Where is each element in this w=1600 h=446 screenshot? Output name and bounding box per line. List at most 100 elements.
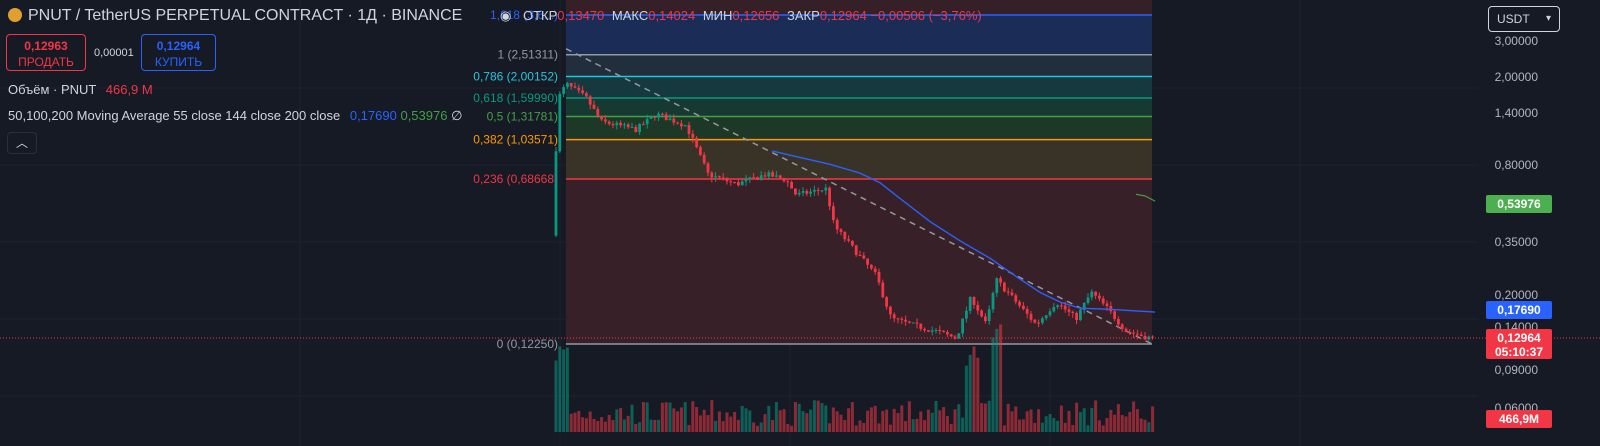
- candle-body: [881, 282, 885, 298]
- candle-body: [790, 181, 793, 189]
- volume-bar: [1109, 409, 1113, 432]
- volume-bar: [691, 401, 695, 432]
- volume-bar: [938, 410, 942, 432]
- volume-bar: [923, 420, 927, 432]
- candle-body: [585, 93, 588, 97]
- candle-body: [820, 190, 824, 192]
- candle-body: [718, 176, 721, 178]
- candle-body: [699, 147, 702, 155]
- spread-value: 0,00001: [94, 47, 134, 59]
- candle-body: [828, 187, 831, 207]
- candle-body: [687, 125, 691, 134]
- volume-bar: [660, 402, 664, 432]
- volume-legend[interactable]: Объём · PNUT 466,9 M: [8, 82, 153, 97]
- volume-bar: [717, 411, 721, 432]
- candle-body: [1029, 313, 1033, 320]
- currency-select[interactable]: USDT ▾: [1488, 6, 1560, 32]
- candle-body: [1132, 332, 1135, 334]
- collapse-legend-button[interactable]: ︿: [7, 132, 37, 154]
- volume-bar: [915, 418, 919, 432]
- candle-body: [767, 172, 771, 177]
- candle-body: [885, 297, 888, 307]
- volume-bar: [653, 419, 657, 432]
- candle-body: [775, 175, 778, 177]
- candle-body: [588, 96, 592, 105]
- volume-bar: [1052, 418, 1056, 432]
- candle-body: [657, 113, 660, 118]
- candle-body: [1147, 336, 1151, 340]
- last-price-badge-box: [1486, 329, 1552, 359]
- low-value: 0,12656: [732, 8, 780, 23]
- price-tick-label: 0,80000: [1495, 158, 1539, 172]
- fibonacci-retracement[interactable]: 1,618 (3,6...) 1 (2,51311) 0,786 (2,00152)…: [473, 0, 1153, 351]
- volume-bar: [581, 417, 585, 432]
- ma-legend-value-2: 0,53976: [400, 108, 448, 123]
- candle-body: [862, 255, 866, 259]
- candle-body: [794, 188, 797, 195]
- candle-body: [649, 116, 653, 119]
- candle-body: [816, 189, 820, 191]
- candle-body: [759, 175, 763, 180]
- volume-bar: [619, 408, 623, 432]
- candle-body: [858, 254, 862, 256]
- candle-body: [1094, 291, 1097, 296]
- ma-legend-value-3: ∅: [451, 108, 463, 123]
- candle-body: [900, 318, 904, 320]
- candle-body: [801, 191, 805, 193]
- fib-label: 0,618 (1,59990): [473, 91, 558, 105]
- candle-body: [987, 309, 991, 322]
- indicator-status-icon: ◉: [500, 8, 512, 23]
- volume-bar: [657, 419, 661, 432]
- candle-body: [908, 321, 911, 323]
- volume-bar: [596, 420, 600, 432]
- volume-bar: [1124, 416, 1128, 432]
- volume-bar: [930, 412, 934, 432]
- candle-body: [851, 240, 854, 246]
- volume-bar: [1040, 422, 1044, 432]
- candle-body: [839, 229, 843, 232]
- candle-body: [866, 258, 869, 265]
- candle-body: [1117, 319, 1120, 325]
- fib-band: [566, 54, 1152, 77]
- candle-body: [634, 126, 638, 132]
- open-label: ОТКР: [522, 8, 558, 23]
- candle-body: [577, 87, 581, 91]
- sell-button[interactable]: 0,12963 ПРОДАТЬ: [6, 34, 86, 71]
- buy-button[interactable]: 0,12964 КУПИТЬ: [141, 34, 216, 71]
- ohlc-legend: ◉ ОТКР0,13470 МАКС0,14024 МИН0,12656 ЗАК…: [500, 8, 982, 24]
- candle-body: [581, 90, 584, 94]
- candle-body: [710, 172, 714, 178]
- candle-body: [995, 278, 999, 293]
- candle-body: [847, 239, 850, 241]
- candle-body: [949, 334, 953, 337]
- close-label: ЗАКР: [787, 8, 820, 23]
- volume-bar: [706, 415, 710, 432]
- low-label: МИН: [702, 8, 733, 23]
- symbol-title[interactable]: PNUT / TetherUS PERPETUAL CONTRACT · 1Д …: [28, 7, 463, 24]
- volume-bar: [767, 405, 771, 432]
- volume-bar: [1082, 408, 1086, 432]
- candle-body: [911, 322, 915, 324]
- volume-bar: [983, 403, 987, 432]
- fib-label: 0,5 (1,31781): [487, 110, 558, 124]
- candle-body: [592, 104, 596, 109]
- volume-bar: [953, 409, 957, 432]
- candle-body: [1044, 315, 1048, 319]
- candle-body: [889, 306, 892, 315]
- volume-bar: [1094, 400, 1098, 432]
- candle-body: [706, 163, 710, 173]
- volume-badge-text: 466,9M: [1499, 412, 1539, 426]
- volume-bar: [812, 400, 816, 432]
- volume-bar: [1147, 422, 1151, 432]
- volume-bar: [1075, 402, 1079, 432]
- price-axis[interactable]: 3,00000 2,00000 1,40000 0,80000 0,35000 0,200…: [0, 34, 1600, 428]
- candle-body: [740, 181, 744, 186]
- candle-body: [946, 332, 949, 335]
- candle-body: [919, 323, 923, 329]
- candle-body: [1014, 295, 1018, 302]
- candle-body: [824, 187, 828, 191]
- candle-body: [1022, 305, 1025, 309]
- ma-legend[interactable]: 50,100,200 Moving Average 55 close 144 c…: [8, 108, 462, 124]
- volume-bar: [1113, 414, 1117, 432]
